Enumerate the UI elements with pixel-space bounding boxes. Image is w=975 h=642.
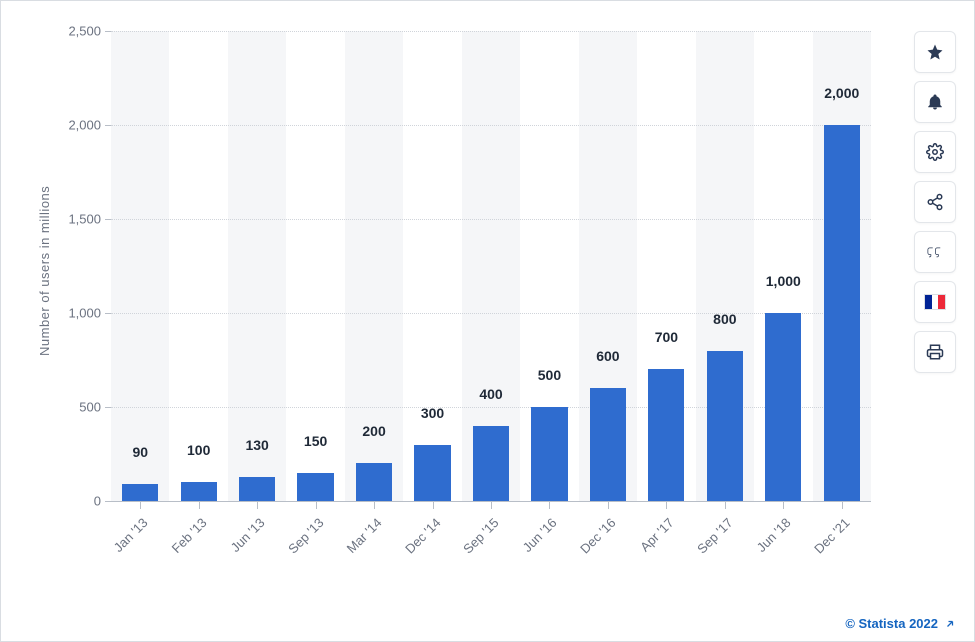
attribution[interactable]: © Statista 2022 [845,616,956,631]
y-axis-title: Number of users in millions [37,186,52,356]
attribution-text: © Statista 2022 [845,616,938,631]
grid-line [111,31,871,32]
settings-icon-button[interactable] [914,131,956,173]
print-icon [926,343,944,361]
bar[interactable] [765,313,801,501]
y-tick-label: 500 [79,400,111,415]
x-tick-label: Dec '16 [573,515,619,561]
x-tick-mark [491,501,492,509]
y-tick-label: 0 [94,494,111,509]
bar[interactable] [648,369,684,501]
x-tick-mark [608,501,609,509]
quote-icon [926,243,944,261]
notify-icon [926,93,944,111]
favorite-icon [926,43,944,61]
bar-value-label: 700 [637,329,695,349]
bar-value-label: 90 [111,444,169,464]
chart-area: Number of users in millions 0 500 1,000 1,5… [31,21,884,576]
bar-value-label: 500 [520,367,578,387]
bar[interactable] [122,484,158,501]
x-tick-mark [316,501,317,509]
bar[interactable] [297,473,333,501]
y-tick-label: 1,000 [68,306,111,321]
x-tick-mark [199,501,200,509]
quote-icon-button[interactable] [914,231,956,273]
x-tick-label: Dec '21 [806,515,852,561]
favorite-icon-button[interactable] [914,31,956,73]
bar[interactable] [181,482,217,501]
x-tick-label: Jan '13 [105,515,151,561]
y-tick-label: 2,000 [68,118,111,133]
grid-line [111,407,871,408]
bar[interactable] [239,477,275,501]
x-tick-label: Feb '13 [163,515,209,561]
notify-icon-button[interactable] [914,81,956,123]
x-tick-mark [842,501,843,509]
bar[interactable] [473,426,509,501]
bar[interactable] [531,407,567,501]
x-tick-mark [374,501,375,509]
bar-value-label: 600 [579,348,637,368]
toolbar [914,31,956,373]
y-tick-label: 1,500 [68,212,111,227]
bar-value-label: 100 [169,442,227,462]
bar[interactable] [707,351,743,501]
x-tick-mark [783,501,784,509]
share-icon [926,193,944,211]
x-tick-label: Jun '13 [222,515,268,561]
share-icon-button[interactable] [914,181,956,223]
bar[interactable] [414,445,450,501]
x-tick-label: Jun '18 [748,515,794,561]
x-tick-label: Sep '17 [689,515,735,561]
x-tick-mark [725,501,726,509]
bar-value-label: 400 [462,386,520,406]
x-tick-label: Mar '14 [339,515,385,561]
x-tick-mark [433,501,434,509]
language-icon-button[interactable] [914,281,956,323]
grid-line [111,313,871,314]
x-tick-label: Dec '14 [397,515,443,561]
bar-value-label: 150 [286,433,344,453]
x-tick-mark [257,501,258,509]
bar[interactable] [824,125,860,501]
y-tick-label: 2,500 [68,24,111,39]
x-tick-label: Apr '17 [631,515,677,561]
x-tick-label: Jun '16 [514,515,560,561]
x-tick-label: Sep '13 [280,515,326,561]
bar-value-label: 200 [345,423,403,443]
bar-value-label: 130 [228,437,286,457]
x-tick-mark [666,501,667,509]
settings-icon [926,143,944,161]
plot-band [111,31,169,501]
print-icon-button[interactable] [914,331,956,373]
bar[interactable] [590,388,626,501]
bar-value-label: 300 [403,405,461,425]
chart-frame: { "chart": { "type": "bar", "y_axis_titl… [0,0,975,642]
plot-area: 05001,0001,5002,0002,50090Jan '13100Feb … [111,31,871,501]
plot-band [228,31,286,501]
x-tick-mark [140,501,141,509]
bar[interactable] [356,463,392,501]
bar-value-label: 800 [696,311,754,331]
bar-value-label: 1,000 [754,273,812,293]
bar-value-label: 2,000 [813,85,871,105]
grid-line [111,219,871,220]
x-tick-label: Sep '15 [456,515,502,561]
external-link-icon [944,618,956,630]
flag-icon [924,294,946,310]
x-tick-mark [549,501,550,509]
grid-line [111,125,871,126]
